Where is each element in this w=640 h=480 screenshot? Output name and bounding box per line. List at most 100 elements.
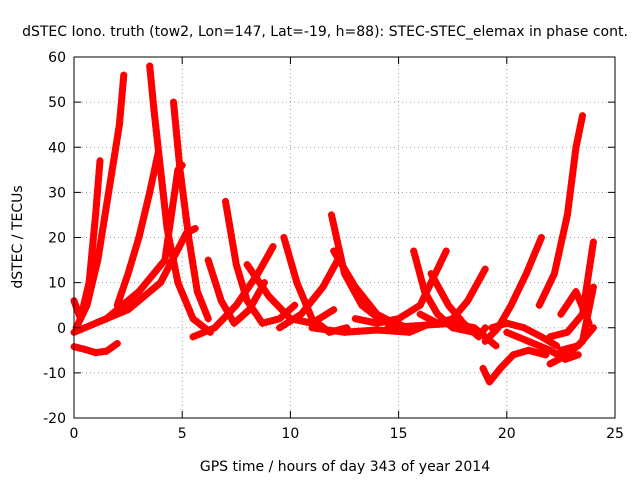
data-point-marker [580,306,587,314]
data-point-marker [546,333,554,341]
data-point-marker [72,301,80,309]
data-point-marker [560,226,568,234]
data-point-marker [574,292,582,300]
data-point-marker [465,323,473,331]
data-point-marker [583,315,591,323]
data-point-marker [555,331,563,338]
data-point-marker [220,301,228,309]
y-axis-label: dSTEC / TECUs [10,185,26,288]
data-point-marker [284,318,292,326]
data-point-marker [537,297,545,305]
data-point-marker [113,340,121,347]
data-point-marker [575,128,583,135]
data-point-marker [265,292,273,300]
data-point-marker [520,324,528,332]
data-point-marker [328,211,335,219]
data-point-marker [112,145,120,153]
data-point-marker [411,252,419,260]
data-point-marker [149,173,157,181]
data-point-marker [338,261,346,269]
data-point-marker [148,285,156,293]
data-point-marker [331,226,339,234]
data-point-marker [578,301,586,309]
data-point-marker [529,328,537,336]
data-point-marker [189,315,197,323]
data-point-marker [187,227,195,235]
data-point-marker [242,309,249,317]
data-point-marker [559,353,567,361]
data-point-marker [110,342,118,350]
data-point-marker [578,117,585,125]
series-sat-q [308,319,435,336]
data-point-marker [192,278,200,286]
data-point-marker [442,247,450,255]
data-point-marker [158,260,166,268]
data-point-marker [555,355,563,363]
y-tick-label: 50 [48,95,66,111]
data-point-marker [162,246,170,254]
data-point-marker [217,297,225,305]
data-point-marker [163,241,171,249]
data-point-marker [550,349,558,357]
data-point-marker [109,164,116,172]
data-point-marker [279,307,287,315]
data-point-marker [586,327,594,335]
data-point-marker [77,315,84,323]
data-point-marker [479,270,487,278]
data-point-marker [127,261,135,269]
data-point-marker [587,257,594,265]
data-point-marker [168,256,176,264]
data-point-marker [430,274,437,282]
data-point-marker [213,283,221,291]
data-point-marker [460,322,467,329]
data-point-marker [454,320,462,328]
data-point-marker [514,288,522,296]
data-point-marker [195,292,203,300]
data-point-marker [88,281,96,289]
data-point-marker [225,309,233,317]
data-point-marker [193,318,201,326]
data-point-marker [573,138,581,146]
data-point-marker [297,317,305,325]
data-point-marker [161,270,169,278]
data-point-marker [484,334,492,342]
data-point-marker [99,222,107,230]
data-point-marker [303,318,311,326]
data-point-marker [276,315,284,323]
data-point-marker [470,324,478,332]
data-point-marker [268,296,276,304]
data-point-marker [291,274,299,282]
data-point-marker [581,291,589,299]
data-point-marker [447,305,455,313]
data-point-marker [123,274,131,282]
data-point-marker [574,351,582,359]
data-point-marker [313,291,321,299]
data-point-marker [301,297,308,305]
data-point-marker [101,213,109,220]
data-point-marker [558,235,566,243]
data-point-marker [414,262,422,270]
axis-tick-labels: 0 5 10 15 20 25 -20 -10 0 10 20 30 40 50 60 [43,50,624,442]
data-point-marker [561,345,569,353]
data-point-marker [189,263,197,271]
data-point-marker [183,229,190,237]
data-point-marker [193,283,201,291]
data-point-marker [358,301,366,309]
data-point-marker [307,299,314,307]
data-point-marker [528,256,536,264]
data-point-marker [193,331,201,339]
data-point-marker [171,252,179,260]
data-point-marker [550,332,558,340]
series-sat-a [70,340,121,357]
data-point-marker [235,297,243,305]
data-point-marker [272,300,280,308]
data-point-marker [570,343,578,351]
data-point-marker [246,265,254,272]
data-point-marker [583,281,591,289]
data-point-marker [135,288,143,296]
data-point-marker [419,283,427,291]
data-point-marker [533,331,541,338]
data-point-marker [334,240,342,248]
data-point-marker [124,306,132,314]
series-sat-aa [535,112,586,309]
